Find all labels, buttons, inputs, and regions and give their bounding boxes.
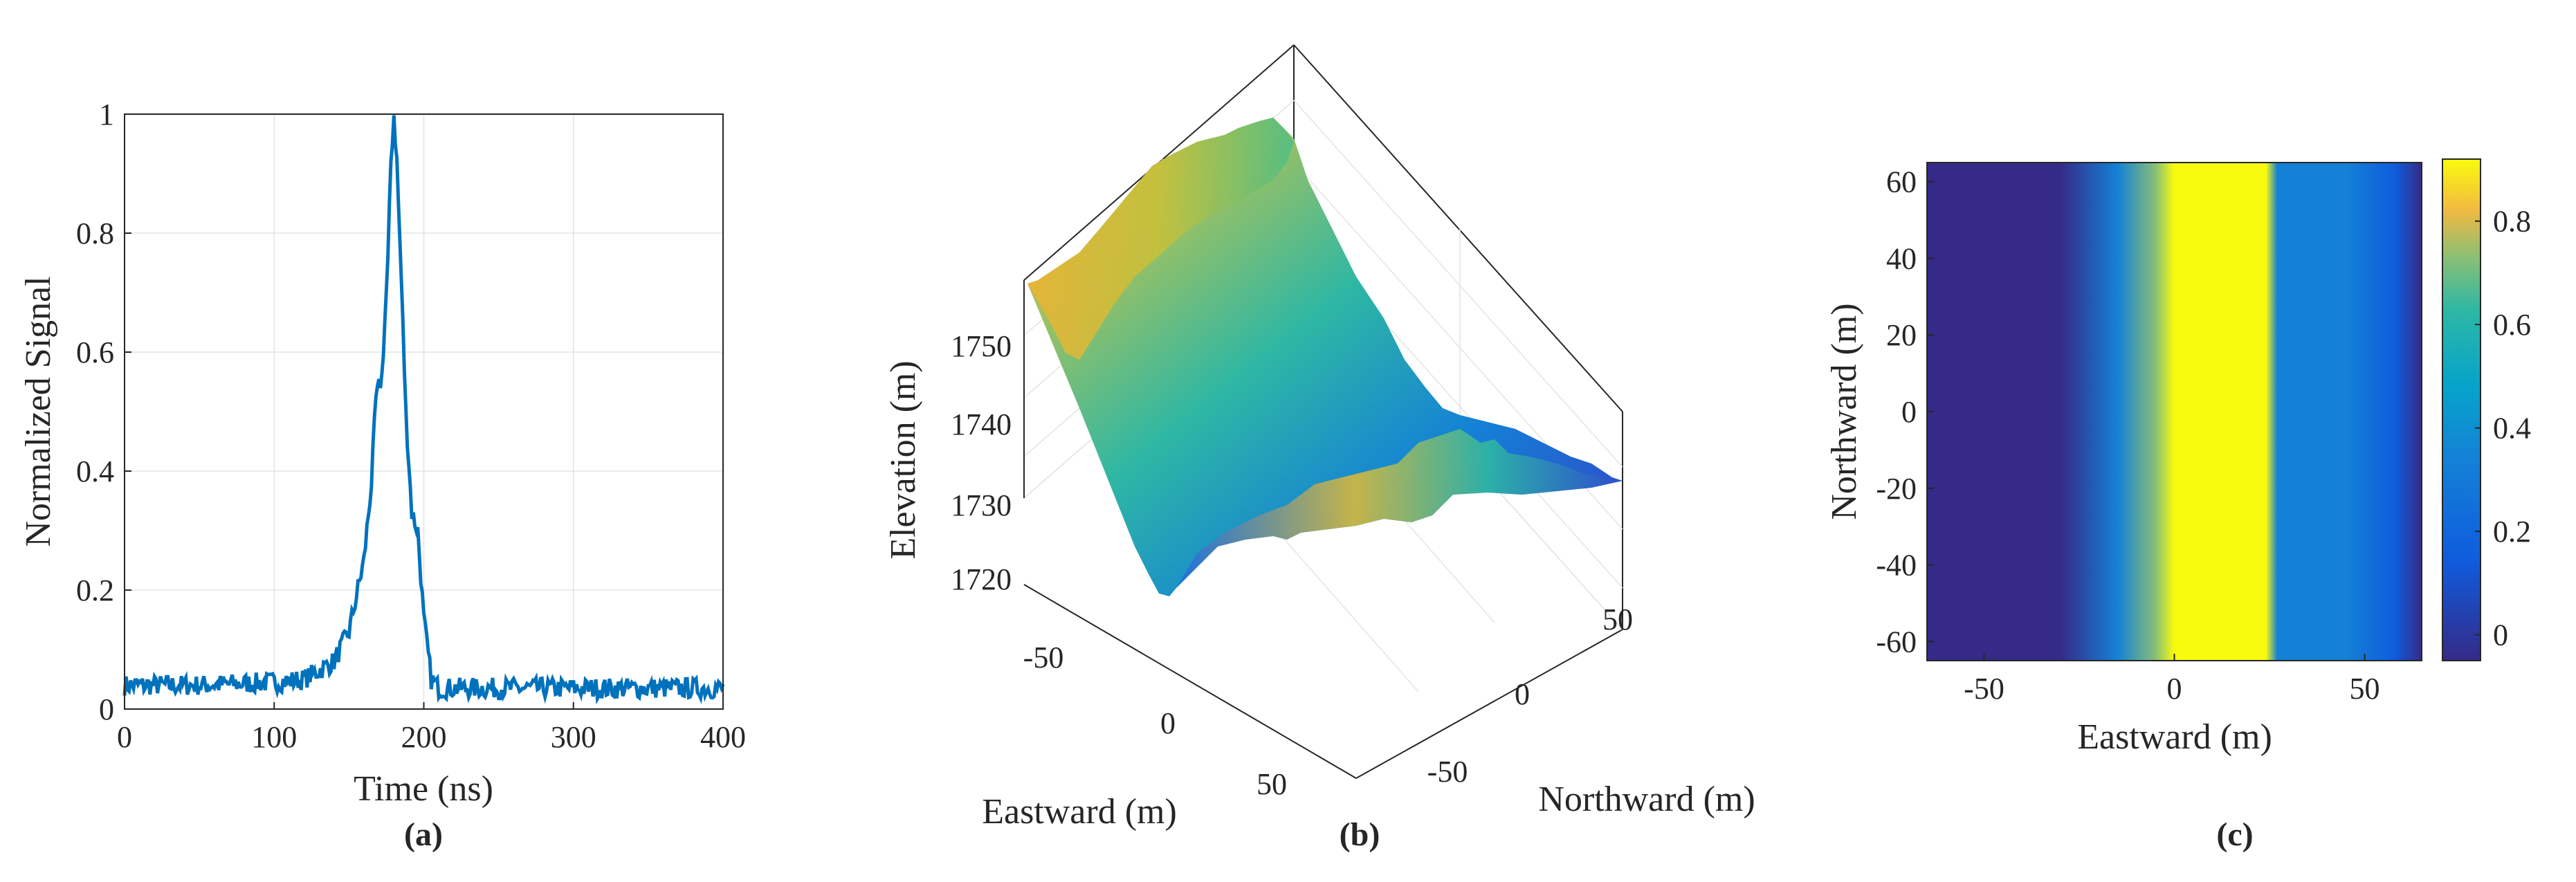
x-tick-label: 300 bbox=[551, 720, 596, 754]
y-axis-label-b: Northward (m) bbox=[1538, 780, 1755, 819]
colorbar-tick-label: 0.4 bbox=[2493, 412, 2531, 445]
y-axis-label-a: Normalized Signal bbox=[19, 276, 58, 546]
panel-label-a: (a) bbox=[404, 816, 443, 853]
y-tick-label-c: 0 bbox=[1901, 395, 1917, 429]
x-tick-b: 50 bbox=[1257, 767, 1287, 801]
ticks-c: -50 0 50 60 40 20 0 -20 -40 -60 bbox=[1876, 165, 2379, 706]
terrain-surface bbox=[1027, 118, 1623, 596]
ridge-crest bbox=[1027, 118, 1294, 360]
y-tick-label-c: 40 bbox=[1886, 241, 1917, 275]
valley-floor bbox=[1176, 429, 1623, 588]
heatmap-panel: -50 0 50 60 40 20 0 -20 -40 -60 0.8 0.6 0.4 0.2 0 Eas… bbox=[1825, 158, 2531, 853]
ticks-a: 0 100 200 300 400 0 0.2 0.4 0.6 0.8 1 bbox=[76, 98, 746, 754]
panel-label-c: (c) bbox=[2216, 816, 2253, 853]
y-axis-label-c: Northward (m) bbox=[1825, 303, 1864, 520]
heatmap-image bbox=[1927, 163, 2422, 661]
y-axis-line-b bbox=[1355, 629, 1623, 779]
colorbar-tick-label: 0.6 bbox=[2493, 308, 2531, 342]
x-axis-label-b: Eastward (m) bbox=[982, 792, 1177, 832]
colorbar-tick-label: 0.8 bbox=[2493, 205, 2531, 239]
y-tick-label-c: 20 bbox=[1886, 318, 1917, 352]
x-tick-label: 100 bbox=[251, 720, 297, 754]
z-tick: 1720 bbox=[951, 562, 1012, 596]
y-tick-b: -50 bbox=[1427, 755, 1468, 789]
x-axis-line-b bbox=[1023, 584, 1357, 779]
x-tick-label-c: 0 bbox=[2167, 672, 2182, 706]
colorbar-tick-label: 0 bbox=[2493, 618, 2508, 652]
y-tick-label: 0.4 bbox=[76, 454, 114, 488]
line-chart-panel: 0 100 200 300 400 0 0.2 0.4 0.6 0.8 1 Time (ns) No… bbox=[19, 98, 746, 853]
z-tick: 1750 bbox=[951, 329, 1012, 363]
x-tick-label-c: -50 bbox=[1964, 672, 2004, 706]
top-edge-right bbox=[1293, 44, 1623, 412]
panel-label-b: (b) bbox=[1340, 816, 1380, 853]
z-tick: 1740 bbox=[951, 407, 1012, 441]
y-tick-label-c: -20 bbox=[1876, 472, 1917, 506]
z-ticks: 1720 1730 1740 1750 bbox=[951, 329, 1012, 596]
y-tick-label-c: -60 bbox=[1876, 625, 1917, 659]
y-tick-label: 1 bbox=[99, 98, 114, 131]
colorbar bbox=[2442, 158, 2481, 661]
y-tick-b: 50 bbox=[1602, 603, 1633, 636]
surface-chart-panel: 1720 1730 1740 1750 -50 0 50 -50 0 50 El… bbox=[884, 44, 1755, 853]
y-tick-b: 0 bbox=[1515, 677, 1530, 711]
x-axis-label-c: Eastward (m) bbox=[2077, 717, 2272, 757]
x-ticks-b: -50 0 50 bbox=[1023, 641, 1287, 801]
x-tick-label-c: 50 bbox=[2350, 672, 2380, 706]
x-tick-b: -50 bbox=[1023, 641, 1064, 674]
colorbar-ticks: 0.8 0.6 0.4 0.2 0 bbox=[2475, 205, 2531, 652]
x-tick-label: 400 bbox=[700, 720, 746, 754]
x-axis-label-a: Time (ns) bbox=[354, 769, 493, 809]
z-tick: 1730 bbox=[951, 488, 1012, 522]
x-tick-b: 0 bbox=[1160, 706, 1176, 740]
y-tick-label: 0.6 bbox=[76, 336, 114, 369]
signal-line bbox=[122, 115, 725, 705]
x-tick-label: 0 bbox=[117, 720, 132, 754]
y-tick-label: 0.2 bbox=[76, 573, 114, 607]
z-axis-label: Elevation (m) bbox=[884, 360, 923, 559]
y-tick-label: 0 bbox=[99, 692, 114, 726]
grid-a bbox=[125, 114, 723, 709]
x-tick-label: 200 bbox=[401, 720, 447, 754]
y-tick-label: 0.8 bbox=[76, 217, 114, 250]
y-tick-label-c: 60 bbox=[1886, 165, 1917, 199]
y-tick-label-c: -40 bbox=[1876, 549, 1917, 582]
y-ticks-b: -50 0 50 bbox=[1427, 603, 1633, 789]
colorbar-tick-label: 0.2 bbox=[2493, 515, 2531, 549]
